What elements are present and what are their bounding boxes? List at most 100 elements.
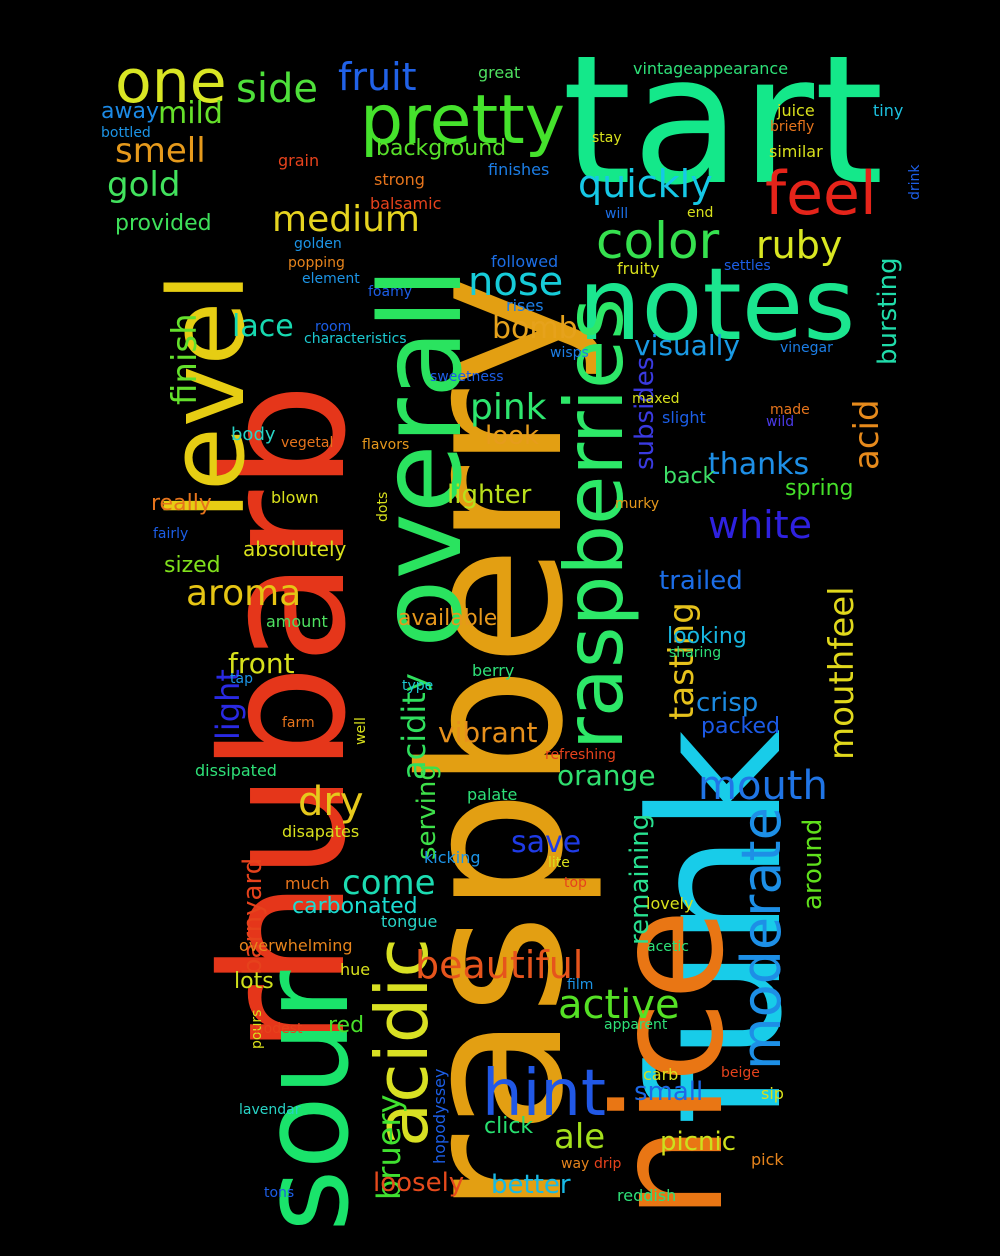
word-sharing: sharing <box>669 645 722 661</box>
word-lots: lots <box>234 969 274 994</box>
word-lighter: lighter <box>447 480 532 510</box>
word-refreshing: refreshing <box>545 747 616 763</box>
word-moderate: moderate <box>730 807 793 1070</box>
word-dry: dry <box>298 779 364 825</box>
word-beautiful: beautiful <box>415 943 584 987</box>
word-beige: beige <box>721 1065 760 1081</box>
word-bomb: bomb <box>492 311 578 346</box>
word-blown: blown <box>271 488 319 507</box>
word-vegetal: vegetal <box>281 435 334 451</box>
word-vintageappearance: vintageappearance <box>633 59 789 78</box>
word-characteristics: characteristics <box>304 331 407 347</box>
word-type: type <box>402 678 434 694</box>
word-much: much <box>285 874 330 893</box>
word-acid: acid <box>847 399 887 470</box>
word-similar: similar <box>769 142 823 161</box>
word-mild: mild <box>158 96 223 131</box>
word-stay: stay <box>592 130 622 146</box>
word-provided: provided <box>115 211 212 236</box>
word-juice: juice <box>777 101 815 120</box>
word-sip: sip <box>761 1084 784 1103</box>
word-dissipated: dissipated <box>195 761 277 780</box>
word-slight: slight <box>662 408 706 427</box>
word-trailed: trailed <box>659 566 743 596</box>
word-really: really <box>151 491 212 516</box>
word-feel: feel <box>765 159 877 229</box>
word-tart: tart <box>562 17 884 224</box>
word-golden: golden <box>294 236 342 252</box>
word-picnic: picnic <box>660 1127 737 1157</box>
word-notes: notes <box>578 246 856 363</box>
word-visually: visually <box>634 329 740 362</box>
word-sized: sized <box>164 553 221 578</box>
word-around: around <box>798 818 828 910</box>
word-popping: popping <box>288 255 345 271</box>
word-briefly: briefly <box>770 119 815 135</box>
word-will: will <box>605 206 629 222</box>
word-flavors: flavors <box>362 437 410 453</box>
word-element: element <box>302 271 360 287</box>
word-click: click <box>484 1114 534 1139</box>
word-loosely: loosely <box>373 1168 465 1198</box>
word-front: front <box>228 647 295 680</box>
word-looking: looking <box>667 624 747 649</box>
word-film: film <box>567 977 594 993</box>
word-lovely: lovely <box>646 894 694 913</box>
word-tap: tap <box>230 671 253 687</box>
word-away: away <box>101 99 159 124</box>
word-grain: grain <box>278 151 320 170</box>
word-smell: smell <box>115 131 206 171</box>
word-reddish: reddish <box>617 1186 677 1205</box>
word-tons: tons <box>264 1185 295 1201</box>
word-palate: palate <box>467 785 518 804</box>
word-made: made <box>770 402 810 418</box>
word-fruit: fruit <box>338 55 417 99</box>
word-save: save <box>511 825 582 860</box>
word-hopodyssey: hopodyssey <box>430 1068 449 1164</box>
word-maxed: maxed <box>632 391 680 407</box>
word-medium: medium <box>272 199 420 240</box>
word-kicking: kicking <box>424 848 481 867</box>
word-small: small <box>634 1077 704 1107</box>
word-way: way <box>561 1156 590 1172</box>
word-crisp: crisp <box>696 688 759 718</box>
word-finishes: finishes <box>488 160 550 179</box>
word-amount: amount <box>266 612 328 631</box>
word-wisps: wisps <box>550 345 589 361</box>
word-mouth: mouth <box>698 763 828 809</box>
word-mouthfeel: mouthfeel <box>822 586 862 760</box>
word-one: one <box>115 47 227 117</box>
word-lite: lite <box>548 855 570 871</box>
word-finish: finish <box>165 313 205 405</box>
word-look: look <box>485 421 540 451</box>
word-great: great <box>478 63 521 82</box>
word-murky: murky <box>615 496 660 512</box>
word-acetic: acetic <box>647 939 689 955</box>
word-available: available <box>398 606 498 631</box>
word-orange: orange <box>557 759 656 792</box>
word-overwhelming: overwhelming <box>239 936 353 955</box>
word-well: well <box>353 717 369 745</box>
word-dots: dots <box>375 491 391 522</box>
word-lace: lace <box>232 309 294 344</box>
word-gold: gold <box>107 165 181 205</box>
word-disapates: disapates <box>282 822 360 841</box>
word-packed: packed <box>701 714 780 739</box>
word-tongue: tongue <box>381 912 438 931</box>
word-drip: drip <box>594 1156 622 1172</box>
word-pick: pick <box>751 1150 784 1169</box>
word-white: white <box>708 503 812 547</box>
word-wild: wild <box>766 414 795 430</box>
word-bursting: bursting <box>873 257 903 365</box>
word-ruby: ruby <box>756 223 843 267</box>
word-settles: settles <box>724 258 771 274</box>
word-raspberries: raspberries <box>548 298 641 750</box>
word-balsamic: balsamic <box>370 194 442 213</box>
word-modest: modest <box>250 1021 303 1037</box>
word-remaining: remaining <box>625 813 655 945</box>
word-hint: hint <box>482 1057 606 1131</box>
word-rises: rises <box>506 296 544 315</box>
word-subsides: subsides <box>630 356 660 470</box>
word-sweetness: sweetness <box>430 369 504 385</box>
